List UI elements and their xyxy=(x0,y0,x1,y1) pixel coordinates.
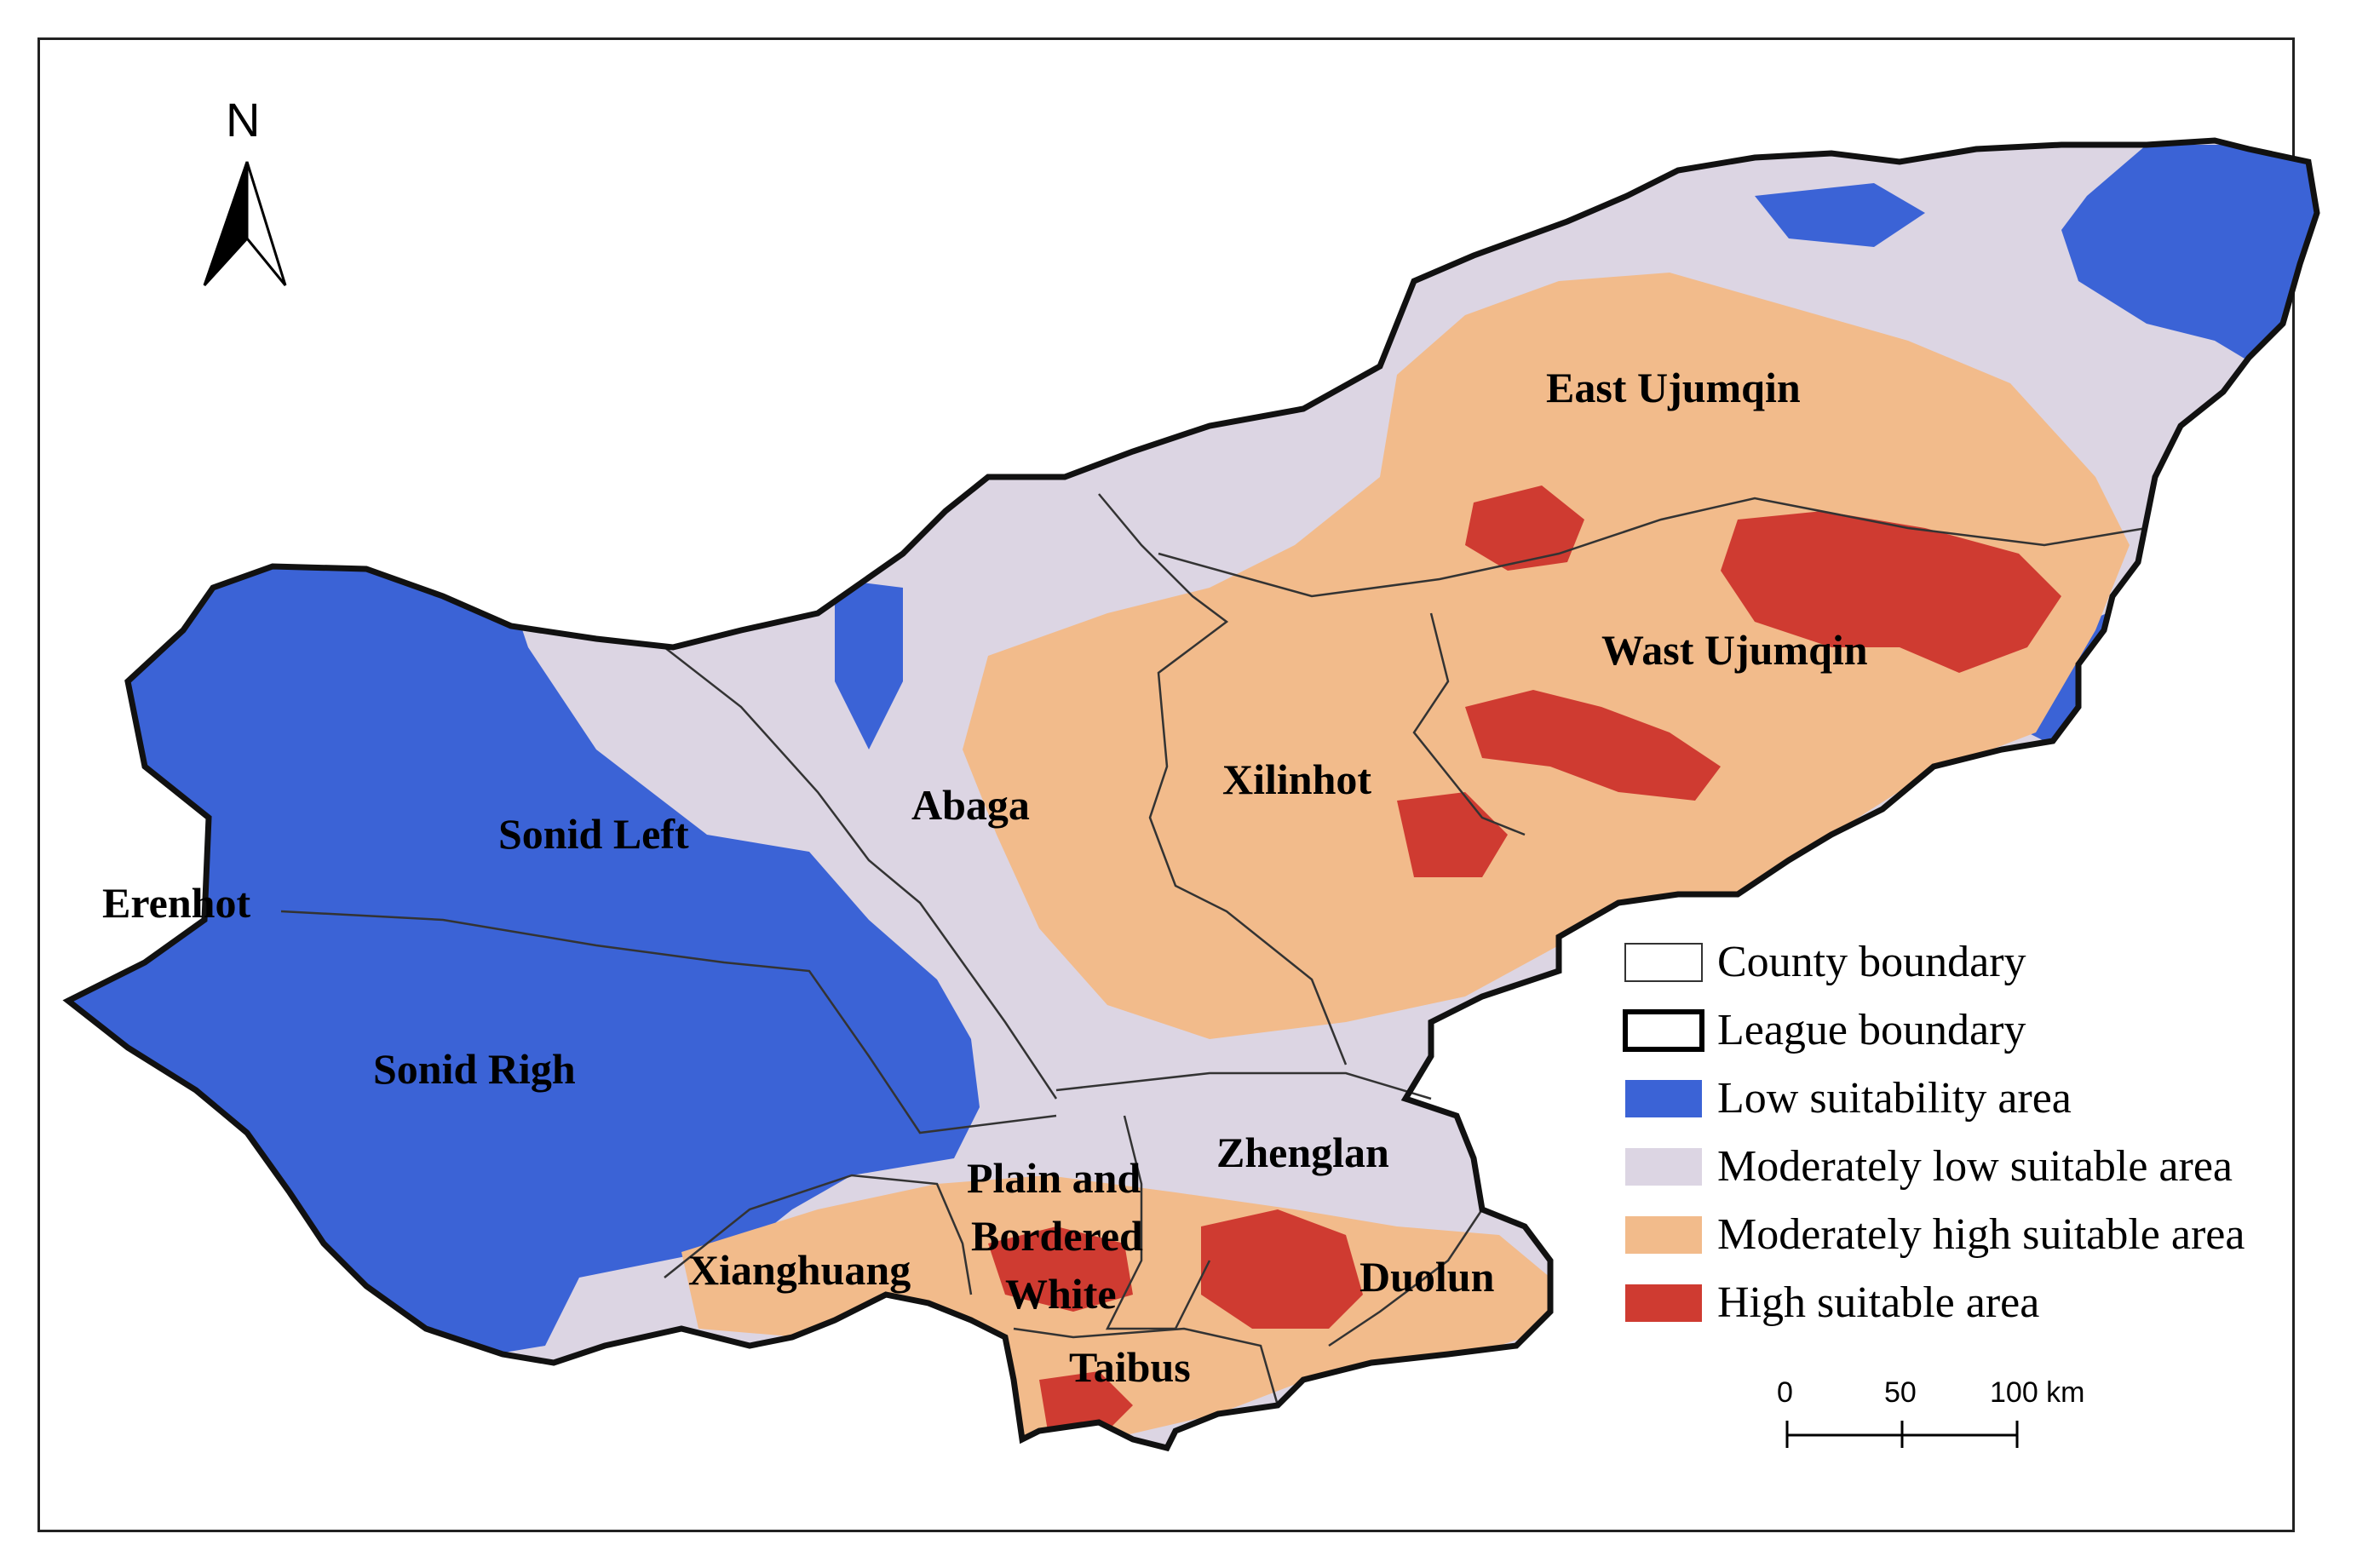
county-line-xianghuang xyxy=(664,1174,973,1295)
county-line-duolun xyxy=(1328,1209,1484,1347)
label-sonid-righ: Sonid Righ xyxy=(373,1045,576,1093)
high-zone-zhenglan xyxy=(1201,1209,1363,1329)
county-line-sonid-abaga xyxy=(664,646,1058,1100)
legend-swatch-high xyxy=(1625,1284,1702,1322)
region-labels: East Ujumqin Wast Ujumqin Xilinhot Abaga… xyxy=(102,364,1868,1391)
label-xianghuang: Xianghuang xyxy=(688,1246,911,1294)
legend-swatch-moderately-high xyxy=(1625,1216,1702,1254)
county-line-taibus xyxy=(1013,1327,1279,1406)
high-zone-wast-ujumqin xyxy=(1721,511,2061,673)
label-plain-line3: White xyxy=(1005,1270,1117,1318)
north-arrow-left-half xyxy=(203,161,249,287)
legend-swatch-moderately-low xyxy=(1625,1148,1702,1186)
low-zone-abaga-patch xyxy=(835,579,903,750)
county-line-plain xyxy=(1105,1115,1211,1330)
county-line-abaga-xilinhot xyxy=(1098,493,1348,1065)
scale-tick-0: 0 xyxy=(1777,1376,1793,1409)
high-zone-plain xyxy=(988,1226,1133,1312)
legend-swatch-league xyxy=(1623,1009,1704,1052)
legend-swatch-county xyxy=(1624,943,1703,982)
county-boundaries xyxy=(280,493,2147,1406)
legend-label-league: League boundary xyxy=(1717,1006,2026,1054)
county-line-xilinhot-wast xyxy=(1412,612,1526,836)
legend-label-low: Low suitability area xyxy=(1717,1074,2072,1123)
county-line-south xyxy=(1055,1071,1432,1100)
low-zone-northeast xyxy=(2061,145,2317,366)
county-line-erenhot-sonid xyxy=(280,910,1057,1134)
scale-bar: 0 50 100 km xyxy=(1777,1376,2085,1448)
high-zone-taibus xyxy=(1039,1371,1133,1431)
label-taibus: Taibus xyxy=(1069,1343,1191,1391)
label-sonid-left: Sonid Left xyxy=(498,810,689,858)
legend-label-high: High suitable area xyxy=(1717,1278,2039,1327)
legend-label-moderately-high: Moderately high suitable area xyxy=(1717,1210,2245,1259)
low-zone-ne-patch xyxy=(1755,183,1925,247)
high-zone-central xyxy=(1465,690,1721,801)
label-duolun: Duolun xyxy=(1359,1253,1495,1301)
label-abaga: Abaga xyxy=(911,781,1030,829)
label-zhenglan: Zhenglan xyxy=(1216,1129,1389,1176)
scale-tick-50: 50 xyxy=(1884,1376,1917,1409)
county-line-east-wast xyxy=(1158,497,2147,598)
label-east-ujumqin: East Ujumqin xyxy=(1546,364,1801,411)
label-wast-ujumqin: Wast Ujumqin xyxy=(1601,626,1868,674)
north-label: N xyxy=(226,93,260,146)
low-zone-west xyxy=(68,545,980,1380)
legend-label-moderately-low: Moderately low suitable area xyxy=(1717,1142,2233,1191)
legend: County boundary League boundary Low suit… xyxy=(1623,938,2245,1327)
label-plain-line2: Bordered xyxy=(971,1212,1143,1260)
legend-swatch-low xyxy=(1625,1080,1702,1117)
label-erenhot: Erenhot xyxy=(102,879,250,927)
scale-tick-100: 100 km xyxy=(1990,1376,2085,1409)
moderately-high-zone xyxy=(963,273,2130,1039)
north-arrow: N xyxy=(203,93,287,287)
legend-label-county: County boundary xyxy=(1717,938,2026,986)
label-plain-line1: Plain and xyxy=(967,1154,1141,1202)
high-zone-east-ujumqin xyxy=(1465,485,1584,571)
label-xilinhot: Xilinhot xyxy=(1222,755,1371,803)
north-arrow-right-half xyxy=(245,161,287,286)
